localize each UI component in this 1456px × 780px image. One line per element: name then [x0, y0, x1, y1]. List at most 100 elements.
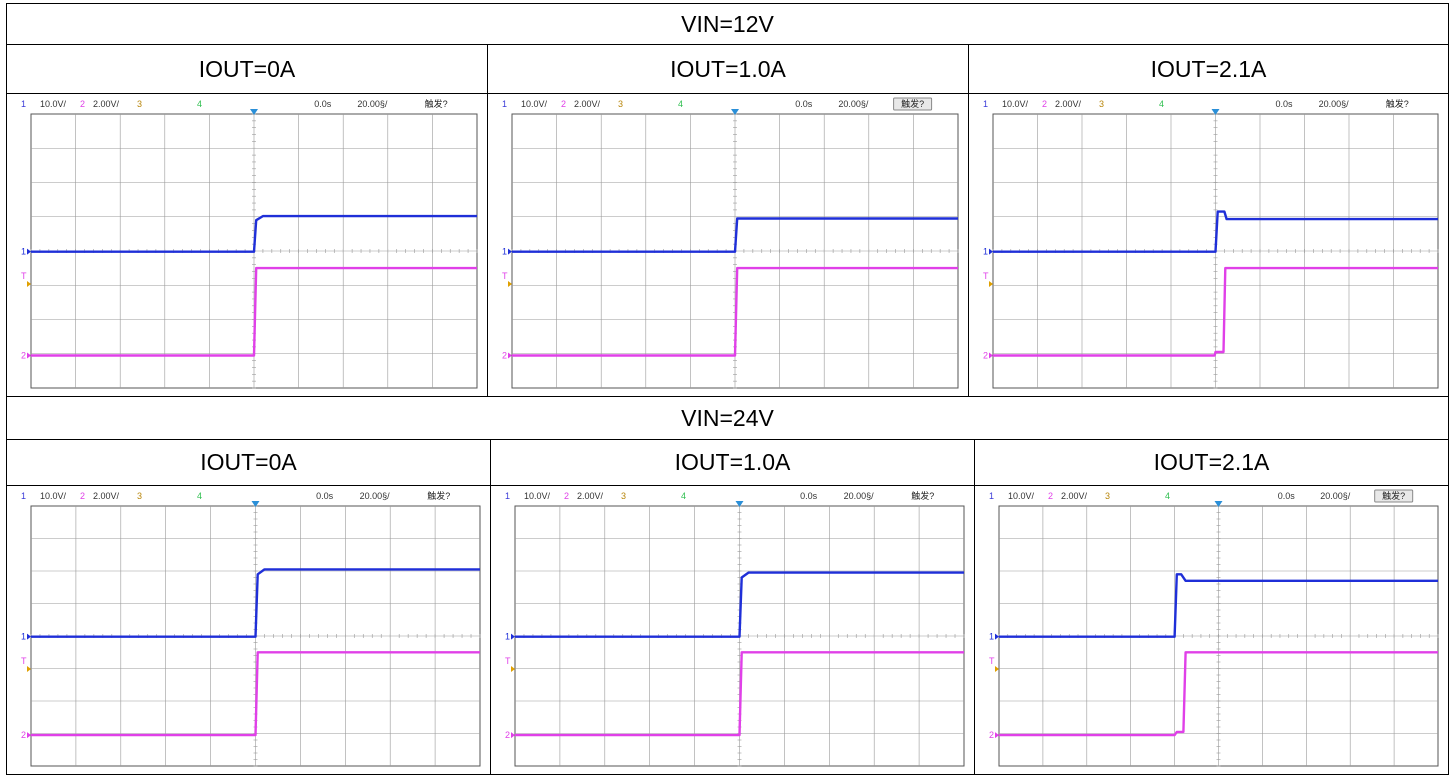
ch1-ground-marker: 1	[21, 247, 26, 257]
trace-ch2	[512, 266, 958, 357]
trigger-status: 触发?	[1382, 490, 1405, 501]
time-scale: 20.00§/	[838, 99, 869, 109]
ch2-ground-marker: 2	[989, 730, 994, 740]
trigger-position-marker	[1211, 109, 1220, 115]
trigger-status: 触发?	[911, 490, 934, 501]
trigger-level-arrow	[511, 666, 515, 672]
ch4-number: 4	[681, 491, 686, 501]
ch4-number: 4	[1159, 99, 1164, 109]
trigger-level-arrow	[989, 281, 993, 287]
scope-vin24-iout0: 1 10.0V/2 2.00V/3 4 0.0s 20.00§/ 触发? 1 2 T	[7, 486, 491, 774]
trigger-level-arrow	[27, 281, 31, 287]
status-bar: 1 10.0V/2 2.00V/3 4 0.0s 20.00§/ 触发?	[21, 490, 450, 501]
ch2-ground-marker: 2	[983, 350, 988, 360]
trigger-position-marker	[735, 501, 744, 507]
ch2-scale: 2.00V/	[577, 491, 604, 501]
ch1-ground-arrow	[27, 248, 31, 255]
trigger-level-marker: T	[502, 271, 508, 281]
ch3-number: 3	[1099, 99, 1104, 109]
trace-ch1	[515, 571, 964, 638]
ch2-scale: 2.00V/	[1061, 491, 1088, 501]
status-bar: 1 10.0V/2 2.00V/3 4 0.0s 20.00§/ 触发?	[21, 98, 448, 109]
ch2-ground-marker: 2	[505, 730, 510, 740]
trigger-position-marker	[250, 109, 258, 115]
time-scale: 20.00§/	[844, 491, 875, 501]
ch2-ground-marker: 2	[21, 350, 26, 360]
ch3-number: 3	[621, 491, 626, 501]
ch2-scale: 2.00V/	[1055, 99, 1082, 109]
time-scale: 20.00§/	[360, 491, 391, 501]
ch2-ground-arrow	[995, 732, 999, 739]
trace-ch1	[993, 210, 1438, 253]
ch4-number: 4	[678, 99, 683, 109]
ch1-scale: 10.0V/	[40, 99, 67, 109]
oscilloscope-screen: 1 10.0V/2 2.00V/3 4 0.0s 20.00§/ 触发? 1 2 T	[21, 490, 481, 767]
panel-title-vin12-iout2: IOUT=2.1A	[969, 45, 1448, 94]
scope-vin12-iout1: 1 10.0V/2 2.00V/3 4 0.0s 20.00§/ 触发? 1 2 T	[488, 94, 969, 397]
trigger-status: 触发?	[425, 98, 448, 109]
trigger-status: 触发?	[427, 490, 450, 501]
ch2-ground-arrow	[508, 352, 512, 359]
ch1-ground-arrow	[989, 248, 993, 255]
ch2-number: 2	[80, 491, 85, 501]
trace-ch2	[31, 266, 477, 357]
time-offset: 0.0s	[800, 491, 818, 501]
panel-title-vin12-iout1: IOUT=1.0A	[488, 45, 969, 94]
section-title-vin12: VIN=12V	[7, 4, 1448, 45]
section-title-vin24: VIN=24V	[7, 397, 1448, 440]
time-offset: 0.0s	[316, 491, 334, 501]
time-offset: 0.0s	[795, 99, 813, 109]
status-bar: 1 10.0V/2 2.00V/3 4 0.0s 20.00§/ 触发?	[502, 97, 933, 111]
oscilloscope-screen: 1 10.0V/2 2.00V/3 4 0.0s 20.00§/ 触发? 1 2 T	[21, 98, 478, 389]
scope-vin12-iout2: 1 10.0V/2 2.00V/3 4 0.0s 20.00§/ 触发? 1 2 T	[969, 94, 1448, 397]
trigger-level-marker: T	[989, 656, 995, 666]
ch1-number: 1	[21, 491, 26, 501]
scope-vin24-iout2: 1 10.0V/2 2.00V/3 4 0.0s 20.00§/ 触发? 1 2 T	[975, 486, 1448, 774]
ch3-number: 3	[137, 491, 142, 501]
ch2-scale: 2.00V/	[93, 99, 120, 109]
ch2-ground-arrow	[27, 352, 31, 359]
ch1-ground-marker: 1	[989, 632, 994, 642]
time-scale: 20.00§/	[357, 99, 388, 109]
ch1-ground-marker: 1	[983, 247, 988, 257]
ch2-number: 2	[1042, 99, 1047, 109]
trace-ch1	[999, 573, 1438, 638]
ch1-scale: 10.0V/	[1002, 99, 1029, 109]
trace-ch1	[512, 217, 958, 253]
trace-ch1	[31, 214, 477, 253]
trace-ch2	[31, 651, 480, 737]
oscilloscope-screen: 1 10.0V/2 2.00V/3 4 0.0s 20.00§/ 触发? 1 2 T	[505, 490, 965, 767]
trigger-level-arrow	[995, 666, 999, 672]
trigger-status: 触发?	[1386, 98, 1409, 109]
status-bar: 1 10.0V/2 2.00V/3 4 0.0s 20.00§/ 触发?	[983, 98, 1409, 109]
time-offset: 0.0s	[1278, 491, 1296, 501]
trigger-status: 触发?	[901, 98, 924, 109]
trace-ch2	[515, 651, 964, 737]
comparison-table: VIN=12V IOUT=0A IOUT=1.0A IOUT=2.1A 1 10.…	[6, 3, 1449, 775]
trigger-position-marker	[251, 501, 260, 507]
ch2-ground-arrow	[511, 732, 515, 739]
trigger-position-marker	[731, 109, 739, 115]
ch1-scale: 10.0V/	[521, 99, 548, 109]
panel-title-vin12-iout0: IOUT=0A	[7, 45, 488, 94]
ch2-scale: 2.00V/	[93, 491, 120, 501]
time-offset: 0.0s	[1276, 99, 1294, 109]
trigger-level-marker: T	[505, 656, 511, 666]
ch1-ground-marker: 1	[505, 632, 510, 642]
ch2-ground-arrow	[989, 352, 993, 359]
trigger-level-arrow	[27, 666, 31, 672]
scope-vin24-iout1: 1 10.0V/2 2.00V/3 4 0.0s 20.00§/ 触发? 1 2 T	[491, 486, 975, 774]
ch2-number: 2	[561, 99, 566, 109]
ch1-ground-arrow	[511, 633, 515, 640]
trigger-level-arrow	[508, 281, 512, 287]
ch2-number: 2	[1048, 491, 1053, 501]
ch1-ground-arrow	[508, 248, 512, 255]
time-offset: 0.0s	[314, 99, 332, 109]
ch2-number: 2	[80, 99, 85, 109]
ch1-ground-marker: 1	[21, 632, 26, 642]
panel-title-vin24-iout0: IOUT=0A	[7, 440, 491, 486]
ch3-number: 3	[618, 99, 623, 109]
ch1-number: 1	[983, 99, 988, 109]
status-bar: 1 10.0V/2 2.00V/3 4 0.0s 20.00§/ 触发?	[505, 490, 934, 501]
oscilloscope-screen: 1 10.0V/2 2.00V/3 4 0.0s 20.00§/ 触发? 1 2 T	[989, 489, 1439, 767]
